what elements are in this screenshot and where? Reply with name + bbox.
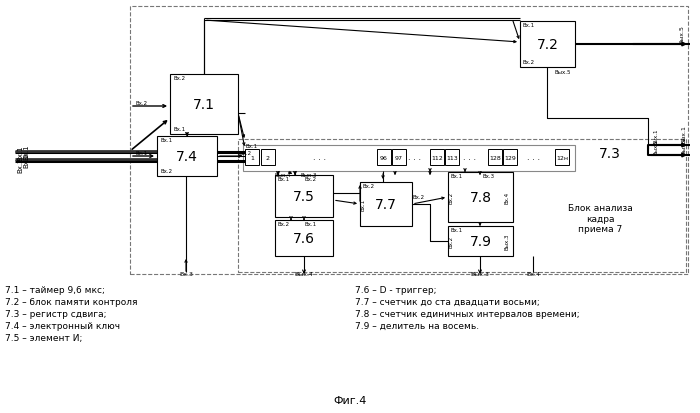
Bar xyxy=(488,150,502,166)
Text: Вх.1: Вх.1 xyxy=(451,173,463,178)
Text: 7.3: 7.3 xyxy=(599,147,621,161)
Text: Вых.1: Вых.1 xyxy=(681,125,686,144)
Text: Вх.1: Вх.1 xyxy=(278,177,290,182)
Text: Вх.1: Вх.1 xyxy=(451,228,463,233)
Text: Вх.2: Вх.2 xyxy=(523,60,535,65)
Text: Вх.1: Вх.1 xyxy=(135,151,147,156)
Text: 7.6 – D - триггер;: 7.6 – D - триггер; xyxy=(355,285,437,294)
Text: 1: 1 xyxy=(250,155,254,160)
Text: . . .: . . . xyxy=(408,153,421,162)
Text: 7.1: 7.1 xyxy=(193,98,215,112)
Bar xyxy=(448,173,513,223)
Text: Вых.5: Вых.5 xyxy=(555,70,571,75)
Text: Вх.2: Вх.2 xyxy=(240,151,252,156)
Text: Вх.2: Вх.2 xyxy=(363,183,375,189)
Text: Вых.3: Вых.3 xyxy=(505,233,510,249)
Text: 7.9 – делитель на восемь.: 7.9 – делитель на восемь. xyxy=(355,321,479,330)
Bar xyxy=(555,150,569,166)
Text: 7.5 – элемент И;: 7.5 – элемент И; xyxy=(5,333,83,342)
Text: Вых.4: Вых.4 xyxy=(275,173,291,178)
Text: Вх.2: Вх.2 xyxy=(173,76,185,81)
Text: Вх.1: Вх.1 xyxy=(17,145,23,160)
Text: Вх.2: Вх.2 xyxy=(305,177,317,182)
Text: 7.5: 7.5 xyxy=(293,190,315,204)
Bar xyxy=(377,150,391,166)
Bar xyxy=(275,221,333,256)
Text: 128: 128 xyxy=(489,155,501,160)
Bar xyxy=(448,226,513,256)
Text: 7.3 – регистр сдвига;: 7.3 – регистр сдвига; xyxy=(5,309,106,318)
Text: 7.2: 7.2 xyxy=(537,38,559,52)
Bar xyxy=(503,150,517,166)
Bar xyxy=(157,137,217,177)
Text: Вых.1: Вых.1 xyxy=(654,128,659,145)
Text: Вх.1: Вх.1 xyxy=(245,144,257,149)
Text: 96: 96 xyxy=(380,155,388,160)
Text: Вх.1: Вх.1 xyxy=(361,199,366,211)
Bar xyxy=(430,150,444,166)
Text: Вх.2: Вх.2 xyxy=(160,169,172,173)
Bar xyxy=(243,146,575,171)
Text: 7.8: 7.8 xyxy=(470,190,491,204)
Bar xyxy=(392,150,406,166)
Text: 129: 129 xyxy=(504,155,516,160)
Bar xyxy=(261,150,275,166)
Text: Вх.1: Вх.1 xyxy=(523,23,535,28)
Text: Блок анализа
кадра
приема 7: Блок анализа кадра приема 7 xyxy=(568,204,632,233)
Text: Вх.3: Вх.3 xyxy=(483,173,495,178)
Text: Вх.2: Вх.2 xyxy=(413,195,425,199)
Bar xyxy=(130,7,688,274)
Text: Вх.2: Вх.2 xyxy=(449,235,454,247)
Text: 7.7 – счетчик до ста двадцати восьми;: 7.7 – счетчик до ста двадцати восьми; xyxy=(355,297,540,306)
Text: Вых.5: Вых.5 xyxy=(679,25,684,44)
Text: 7.1 – таймер 9,6 мкс;: 7.1 – таймер 9,6 мкс; xyxy=(5,285,105,294)
Text: Вх.1: Вх.1 xyxy=(173,127,185,132)
Bar xyxy=(520,22,575,68)
Text: 112: 112 xyxy=(431,155,443,160)
Bar xyxy=(245,150,259,166)
Text: Вых.4: Вых.4 xyxy=(295,271,314,276)
Text: Вх.1: Вх.1 xyxy=(305,221,317,226)
Bar xyxy=(275,176,333,218)
Text: 7.4 – электронный ключ: 7.4 – электронный ключ xyxy=(5,321,120,330)
Text: Вых.2: Вых.2 xyxy=(681,136,686,154)
Text: 12н: 12н xyxy=(556,155,568,160)
Text: Вх.1: Вх.1 xyxy=(160,138,172,142)
Text: Вх.4: Вх.4 xyxy=(526,271,540,276)
Text: 7.9: 7.9 xyxy=(470,235,491,248)
Text: Вх.2: Вх.2 xyxy=(449,192,454,204)
Text: 7.8 – счетчик единичных интервалов времени;: 7.8 – счетчик единичных интервалов време… xyxy=(355,309,580,318)
Text: 7.7: 7.7 xyxy=(375,197,397,211)
Text: Вх.2: Вх.2 xyxy=(23,152,29,167)
Text: Вх.2: Вх.2 xyxy=(135,101,147,106)
Text: 97: 97 xyxy=(395,155,403,160)
Text: Фиг.4: Фиг.4 xyxy=(333,395,367,405)
Text: 7.2 – блок памяти контроля: 7.2 – блок памяти контроля xyxy=(5,297,137,306)
Bar xyxy=(360,183,412,226)
Bar xyxy=(170,75,238,135)
Text: 7.4: 7.4 xyxy=(176,150,198,164)
Text: 7.6: 7.6 xyxy=(293,231,315,245)
Text: Вх.2: Вх.2 xyxy=(278,221,290,226)
Text: Вх.3: Вх.3 xyxy=(179,271,193,276)
Text: Вых.3: Вых.3 xyxy=(470,271,489,276)
Text: Вх.1: Вх.1 xyxy=(23,144,29,159)
Text: Вх.4: Вх.4 xyxy=(505,192,510,204)
Text: . . .: . . . xyxy=(314,153,327,162)
Text: . . .: . . . xyxy=(527,153,540,162)
Text: Вых.3: Вых.3 xyxy=(301,173,318,178)
Text: . . .: . . . xyxy=(463,153,477,162)
Text: Вх.2: Вх.2 xyxy=(17,157,23,172)
Bar xyxy=(445,150,459,166)
Text: 2: 2 xyxy=(266,155,270,160)
Text: Вых.2: Вых.2 xyxy=(654,138,659,154)
Bar xyxy=(238,140,686,272)
Text: 113: 113 xyxy=(446,155,458,160)
